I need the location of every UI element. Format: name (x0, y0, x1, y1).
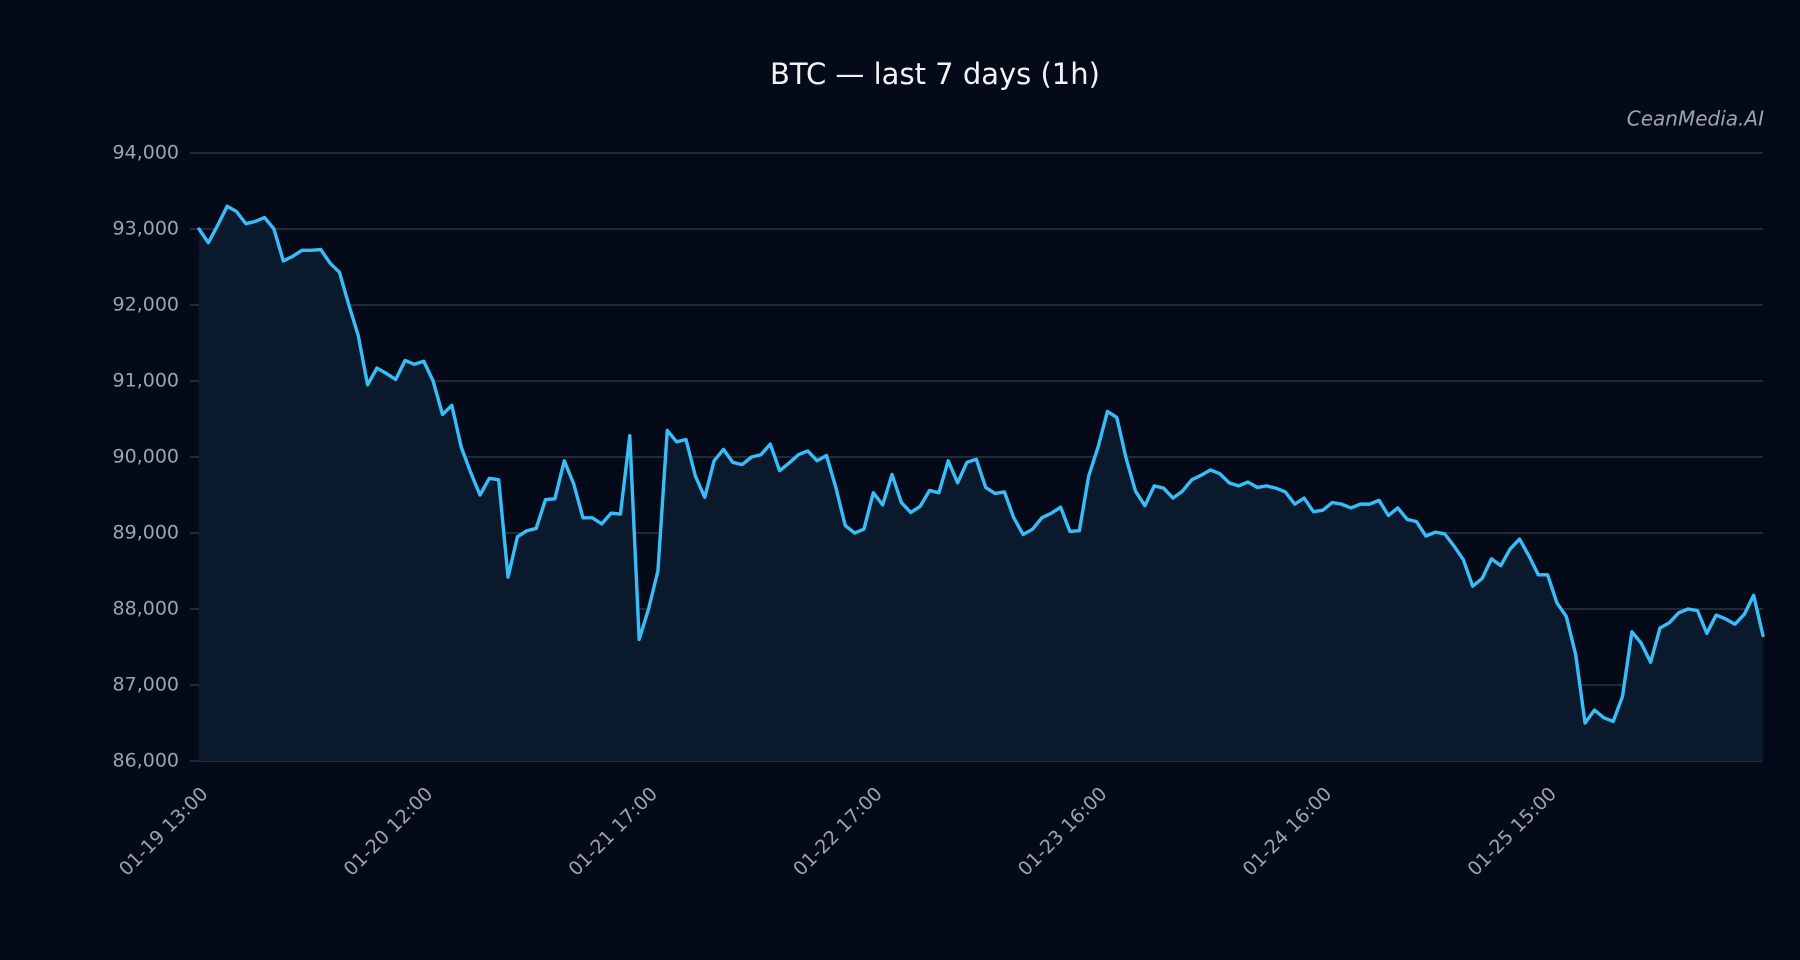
y-tick-label: 89,000 (113, 522, 179, 544)
y-tick-label: 93,000 (113, 218, 179, 240)
y-tick-label: 87,000 (113, 674, 179, 696)
y-tick-label: 94,000 (113, 142, 179, 164)
y-tick-label: 88,000 (113, 598, 179, 620)
y-tick-label: 92,000 (113, 294, 179, 316)
watermark: CeanMedia.AI (1627, 107, 1764, 131)
price-line (197, 204, 1765, 725)
y-tick-label: 91,000 (113, 370, 179, 392)
y-tick-label: 86,000 (113, 750, 179, 772)
area (199, 206, 1763, 761)
y-tick-label: 90,000 (113, 446, 179, 468)
chart-title: BTC — last 7 days (1h) (770, 57, 1100, 91)
